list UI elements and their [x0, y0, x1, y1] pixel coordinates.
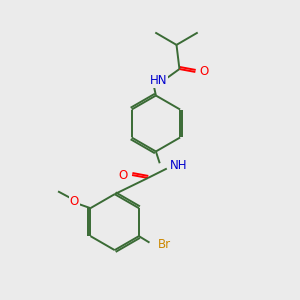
- Text: Br: Br: [158, 238, 171, 251]
- Text: NH: NH: [170, 159, 188, 172]
- Text: O: O: [118, 169, 128, 182]
- Text: HN: HN: [149, 74, 167, 87]
- Text: O: O: [200, 65, 209, 79]
- Text: O: O: [70, 195, 79, 208]
